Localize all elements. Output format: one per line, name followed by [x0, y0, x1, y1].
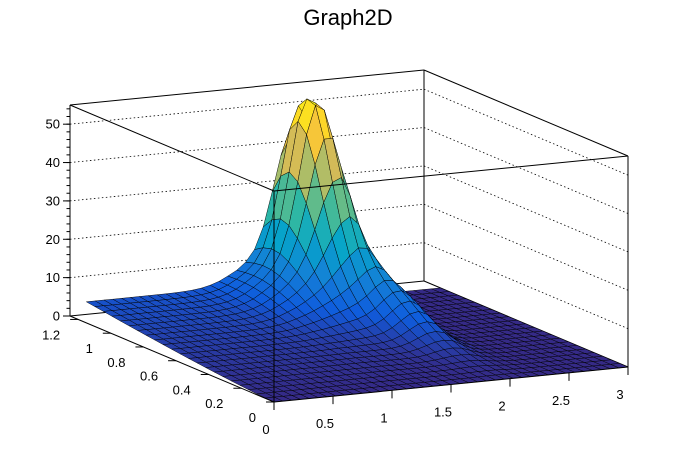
- z-grid-back-3: [69, 165, 425, 202]
- side-top-edge: [423, 69, 629, 157]
- y-tick-label-2: 0.4: [173, 382, 191, 397]
- z-grid-side-5: [423, 88, 629, 176]
- z-grid-side-3: [423, 165, 629, 253]
- x-tick-label-6: 3: [616, 387, 623, 402]
- z-grid-back-2: [69, 203, 425, 240]
- z-axis: 0 10 20 30 40 50: [46, 108, 70, 324]
- surface-mesh: [86, 98, 629, 403]
- x-axis: 0 0.5 1 1.5 2 2.5 3: [262, 366, 629, 437]
- x-tick-label-4: 2: [498, 399, 505, 414]
- z-grid-side-1: [423, 242, 629, 330]
- z-grid-side-4: [423, 127, 629, 214]
- y-tick-label-3: 0.6: [140, 369, 158, 384]
- z-tick-label-4: 40: [46, 155, 60, 170]
- y-tick-label-0: 0: [249, 410, 256, 425]
- z-grid-back-4: [69, 127, 425, 163]
- y-tick-label-4: 0.8: [107, 355, 125, 370]
- y-tick-label-6: 1.2: [42, 327, 60, 342]
- y-axis-line: [69, 315, 275, 403]
- z-tick-label-1: 10: [46, 270, 60, 285]
- z-grid-side-2: [423, 203, 629, 291]
- x-tick-label-3: 1.5: [434, 405, 452, 420]
- z-tick-label-2: 20: [46, 232, 60, 247]
- x-tick-label-5: 2.5: [552, 393, 570, 408]
- z-tick-label-3: 30: [46, 193, 60, 208]
- front-frame: [69, 104, 629, 402]
- x-tick-label-0: 0: [262, 422, 269, 437]
- x-tick-label-1: 0.5: [316, 416, 334, 431]
- chart-title: Graph2D: [303, 5, 392, 30]
- z-grid-back-5: [69, 88, 425, 125]
- front-top-right-edge: [273, 155, 629, 192]
- front-top-left-edge: [69, 104, 275, 192]
- z-tick-label-0: 0: [53, 309, 60, 324]
- y-tick-label-1: 0.2: [205, 396, 223, 411]
- x-tick-label-2: 1: [380, 410, 387, 425]
- z-tick-label-5: 50: [46, 117, 60, 132]
- y-tick-label-5: 1: [86, 341, 93, 356]
- back-top-edge: [69, 69, 425, 106]
- y-axis: 0 0.2 0.4 0.6 0.8 1 1.2: [42, 315, 275, 425]
